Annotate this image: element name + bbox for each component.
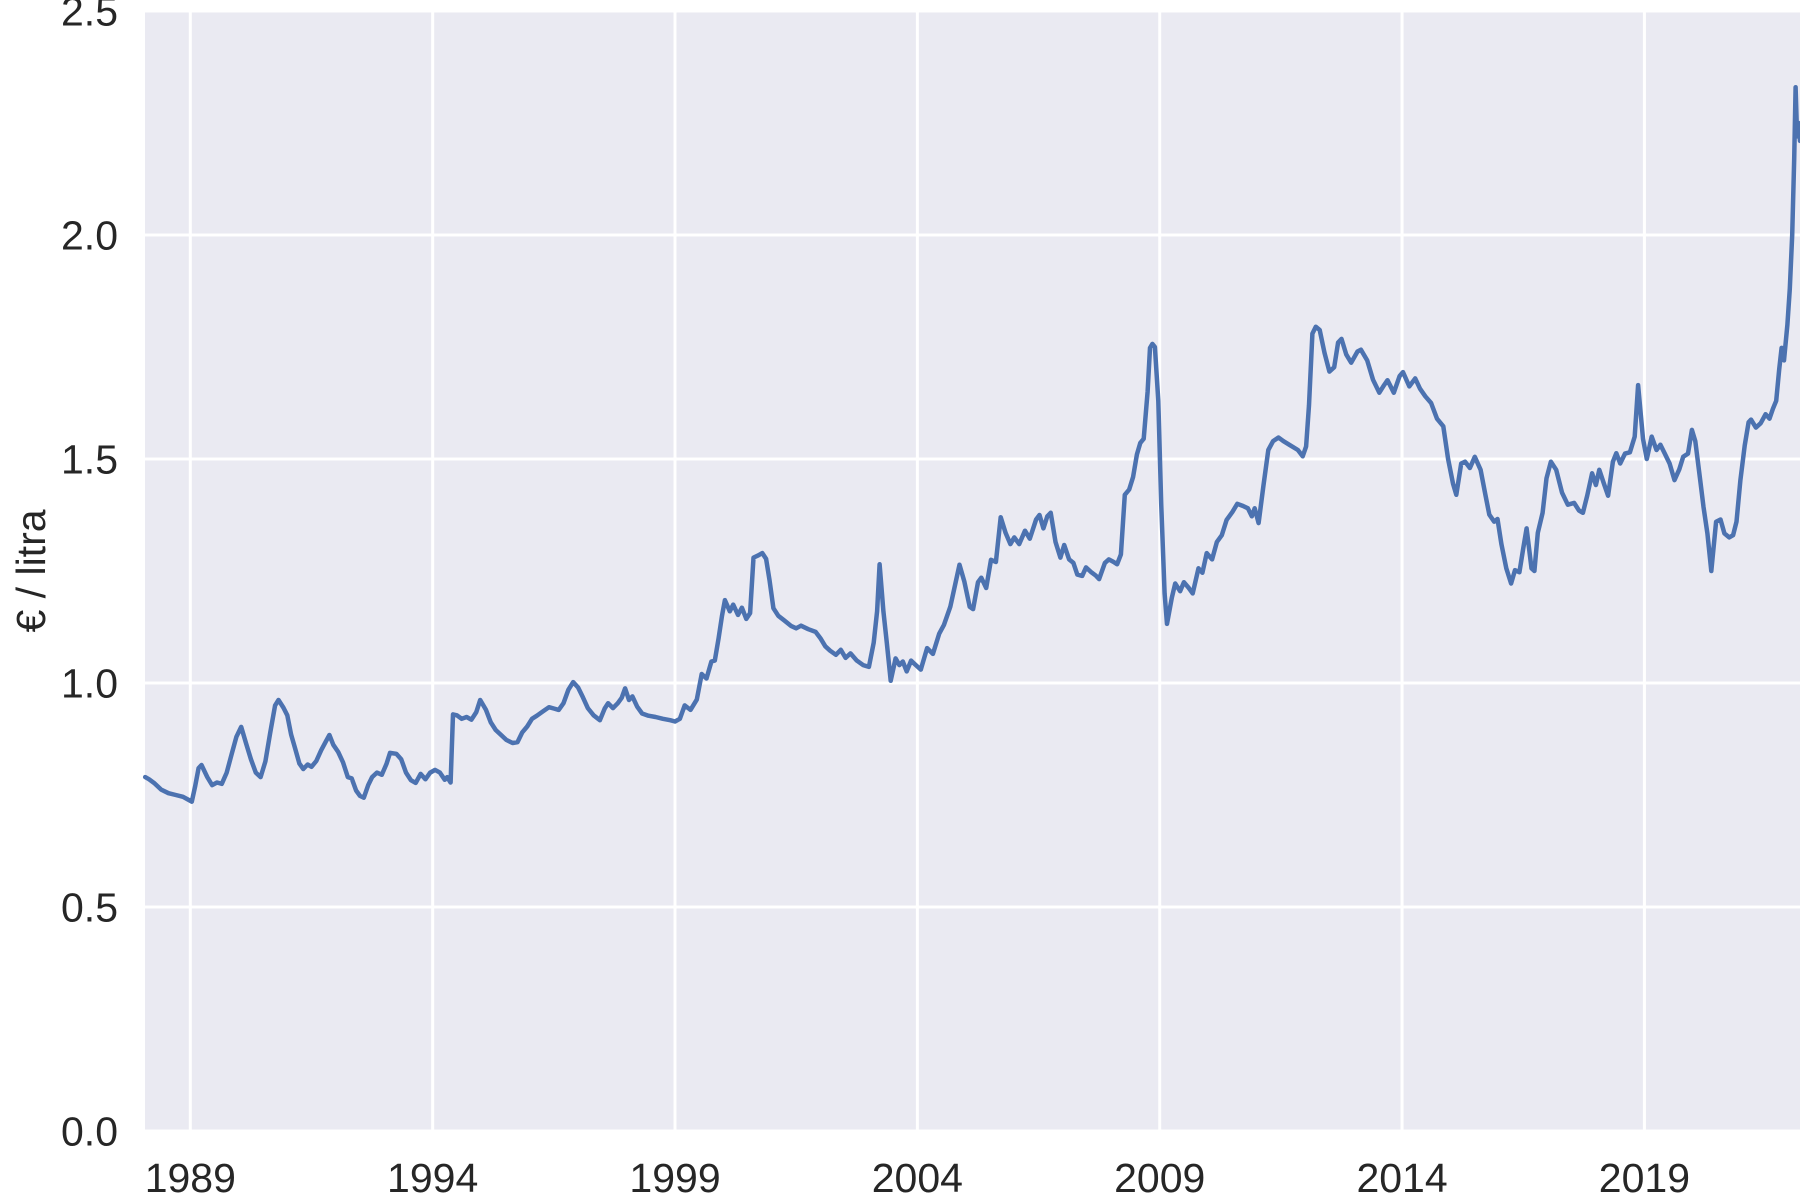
y-tick-label: 2.0 [61, 212, 118, 258]
y-tick-label: 0.0 [61, 1108, 118, 1154]
y-tick-label: 0.5 [61, 884, 118, 930]
x-tick-label: 2014 [1356, 1155, 1447, 1200]
data-line-fuel-price-eur-per-litre [142, 84, 1800, 804]
x-tick-label: 1994 [387, 1155, 478, 1200]
y-tick-label: 2.5 [61, 0, 118, 34]
x-tick-label: 1999 [629, 1155, 720, 1200]
y-tick-label: 1.0 [61, 660, 118, 706]
plot-background [145, 11, 1800, 1131]
y-tick-label: 1.5 [61, 436, 118, 482]
x-tick-label: 2009 [1114, 1155, 1205, 1200]
x-tick-label: 2019 [1599, 1155, 1690, 1200]
x-tick-label: 1989 [145, 1155, 236, 1200]
y-axis-title: € / litra [8, 509, 54, 632]
x-tick-label: 2004 [872, 1155, 963, 1200]
